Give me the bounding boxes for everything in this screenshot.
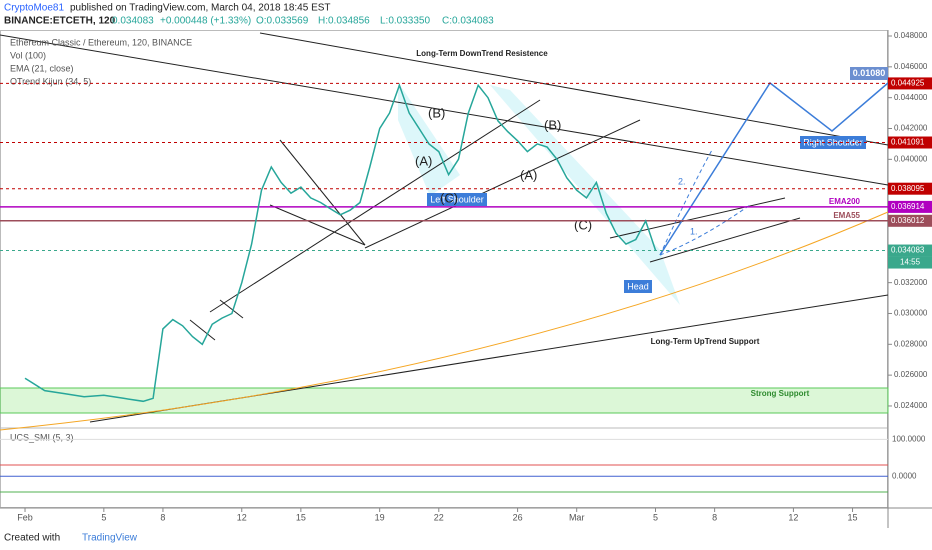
price-label-box bbox=[888, 77, 932, 90]
annotation: EMA55 bbox=[833, 211, 860, 220]
annotation: 1. bbox=[690, 226, 698, 236]
price-label-box bbox=[888, 182, 932, 195]
x-tick-label: 12 bbox=[237, 512, 247, 522]
wave-label: (B) bbox=[428, 105, 445, 120]
price-label-box bbox=[888, 200, 932, 213]
projection-dashed bbox=[659, 149, 751, 256]
wave-label: (A) bbox=[520, 167, 537, 182]
footer-text: Created with bbox=[4, 533, 60, 544]
x-tick-label: 15 bbox=[296, 512, 306, 522]
wave-label: (A) bbox=[415, 153, 432, 168]
x-tick-label: 26 bbox=[513, 512, 523, 522]
annotation: 2. bbox=[678, 176, 686, 186]
x-tick-label: Mar bbox=[569, 512, 585, 522]
annotation: Long-Term DownTrend Resistence bbox=[416, 49, 548, 58]
smi-title: UCS_SMI (5, 3) bbox=[10, 432, 74, 442]
projection bbox=[659, 81, 889, 256]
y-tick-label: 0.032000 bbox=[894, 278, 928, 287]
time-label-box bbox=[888, 256, 932, 269]
annotation: Head bbox=[627, 281, 649, 291]
x-tick-label: 12 bbox=[788, 512, 798, 522]
price-label: 0.044925 bbox=[891, 79, 925, 88]
symbol: BINANCE:ETCETH, 120 bbox=[4, 16, 116, 27]
x-tick-label: 5 bbox=[653, 512, 658, 522]
y-tick-label: 0.040000 bbox=[894, 154, 928, 163]
annotation: Right Shoulder bbox=[803, 137, 863, 147]
x-tick-label: 19 bbox=[375, 512, 385, 522]
legend-entry: OTrend Kijun (34, 5) bbox=[10, 76, 91, 86]
annotation: Long-Term UpTrend Support bbox=[651, 337, 760, 346]
wave-label: (C) bbox=[440, 190, 458, 205]
smi-tick-label: 100.0000 bbox=[892, 435, 926, 444]
price-label: 0.034083 bbox=[891, 246, 925, 255]
legend-entry: Ethereum Classic / Ethereum, 120, BINANC… bbox=[10, 37, 192, 47]
ema-curve bbox=[0, 211, 889, 431]
x-tick-label: 22 bbox=[434, 512, 444, 522]
price-label: 0.038095 bbox=[891, 184, 925, 193]
y-tick-label: 0.044000 bbox=[894, 93, 928, 102]
label-box bbox=[427, 193, 487, 206]
y-tick-label: 0.048000 bbox=[894, 31, 928, 40]
low: L:0.033350 bbox=[380, 16, 430, 27]
label-box bbox=[624, 280, 652, 293]
price-label-box bbox=[888, 136, 932, 149]
channel bbox=[398, 82, 460, 196]
annotation: EMA200 bbox=[829, 197, 861, 206]
x-tick-label: 8 bbox=[160, 512, 165, 522]
open: O:0.033569 bbox=[256, 16, 309, 27]
label-box bbox=[800, 136, 866, 149]
time-label: 14:55 bbox=[900, 258, 921, 267]
price-line bbox=[24, 83, 657, 403]
change: +0.000448 (+1.33%) bbox=[160, 16, 251, 27]
legend-entry: EMA (21, close) bbox=[10, 63, 74, 73]
y-tick-label: 0.026000 bbox=[894, 370, 928, 379]
y-tick-label: 0.024000 bbox=[894, 401, 928, 410]
last: 0.034083 bbox=[112, 16, 154, 27]
annotation: Strong Support bbox=[751, 389, 810, 398]
y-tick-label: 0.046000 bbox=[894, 62, 928, 71]
y-tick-label: 0.030000 bbox=[894, 309, 928, 318]
price-label: 0.036914 bbox=[891, 202, 925, 211]
published: published on TradingView.com, March 04, … bbox=[70, 3, 331, 14]
x-tick-label: 15 bbox=[848, 512, 858, 522]
price-label: 0.041091 bbox=[891, 138, 925, 147]
legend-entry: Vol (100) bbox=[10, 50, 46, 60]
annotation: Left Shoulder bbox=[430, 194, 484, 204]
author: CryptoMoe81 bbox=[4, 3, 64, 14]
smi-tick-label: 0.0000 bbox=[892, 471, 917, 480]
x-tick-label: 5 bbox=[101, 512, 106, 522]
y-tick-label: 0.028000 bbox=[894, 339, 928, 348]
wave-label: (B) bbox=[544, 117, 561, 132]
close: C:0.034083 bbox=[442, 16, 494, 27]
measure-box bbox=[850, 67, 888, 80]
price-label-box bbox=[888, 244, 932, 257]
price-label-box bbox=[888, 214, 932, 227]
footer-brand: TradingView bbox=[82, 533, 138, 544]
high: H:0.034856 bbox=[318, 16, 370, 27]
channel bbox=[490, 85, 680, 305]
y-tick-label: 0.042000 bbox=[894, 124, 928, 133]
x-tick-label: 8 bbox=[712, 512, 717, 522]
wave-label: (C) bbox=[574, 217, 592, 232]
measure-label: 0.01080 bbox=[853, 68, 886, 78]
x-tick-label: Feb bbox=[17, 512, 33, 522]
price-label: 0.036012 bbox=[891, 216, 925, 225]
